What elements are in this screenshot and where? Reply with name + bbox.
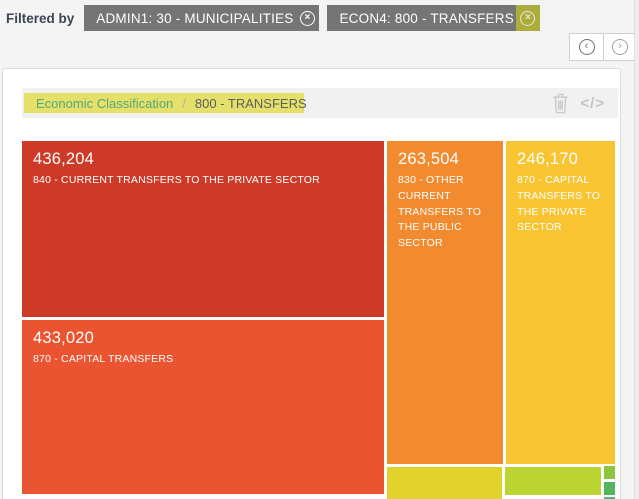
- scrollbar[interactable]: [634, 0, 639, 499]
- breadcrumb-separator: /: [182, 95, 186, 111]
- next-button[interactable]: ›: [603, 34, 636, 60]
- treemap-block-label: 830 - OTHER CURRENT TRANSFERS TO THE PUB…: [398, 174, 482, 249]
- close-icon: ×: [299, 10, 315, 26]
- treemap: 436,204 840 - CURRENT TRANSFERS TO THE P…: [22, 141, 616, 499]
- treemap-block-870-capital-transfers[interactable]: 433,020 870 - CAPITAL TRANSFERS: [22, 320, 384, 494]
- treemap-block-870-capital-transfers-private[interactable]: 246,170 870 - CAPITAL TRANSFERS TO THE P…: [506, 141, 615, 464]
- filter-chip-2[interactable]: ECON4: 800 - TRANSFERS ×: [327, 5, 540, 31]
- filter-chip-label: ADMIN1: 30 - MUNICIPALITIES: [96, 10, 294, 26]
- chevron-left-icon: ‹: [578, 39, 595, 55]
- treemap-block-value: 263,504: [398, 150, 460, 168]
- previous-button[interactable]: ‹: [570, 34, 603, 60]
- breadcrumb-root-link[interactable]: Economic Classification: [36, 95, 174, 111]
- embed-code-icon[interactable]: </>: [580, 94, 605, 112]
- treemap-block-840-current-transfers-private[interactable]: 436,204 840 - CURRENT TRANSFERS TO THE P…: [22, 141, 384, 317]
- treemap-block-small-block-1[interactable]: [387, 467, 502, 499]
- treemap-block-value: 436,204: [33, 150, 95, 168]
- filter-bar: Filtered by ADMIN1: 30 - MUNICIPALITIES …: [6, 5, 619, 31]
- chevron-right-icon: ›: [612, 39, 628, 55]
- trash-icon[interactable]: [551, 93, 570, 114]
- treemap-block-small-block-5[interactable]: [604, 497, 615, 499]
- treemap-block-value: 246,170: [517, 150, 579, 168]
- breadcrumb-current: 800 - TRANSFERS: [194, 95, 307, 111]
- breadcrumb-highlight: [24, 93, 304, 113]
- filter-chip-label: ECON4: 800 - TRANSFERS: [339, 10, 514, 26]
- treemap-block-label: 870 - CAPITAL TRANSFERS TO THE PRIVATE S…: [517, 174, 601, 234]
- remove-filter-button[interactable]: ×: [295, 5, 319, 31]
- breadcrumb-toolbar: </>: [551, 93, 605, 114]
- breadcrumb: Economic Classification / 800 - TRANSFER…: [22, 88, 618, 118]
- filter-chip-1[interactable]: ADMIN1: 30 - MUNICIPALITIES ×: [84, 5, 320, 31]
- close-icon: ×: [520, 10, 536, 26]
- treemap-block-small-block-2[interactable]: [505, 467, 601, 495]
- treemap-block-label: 870 - CAPITAL TRANSFERS: [33, 353, 174, 365]
- treemap-block-value: 433,020: [33, 329, 95, 347]
- treemap-block-830-other-current-transfers-public[interactable]: 263,504 830 - OTHER CURRENT TRANSFERS TO…: [387, 141, 503, 464]
- remove-filter-button[interactable]: ×: [515, 5, 540, 31]
- treemap-block-label: 840 - CURRENT TRANSFERS TO THE PRIVATE S…: [33, 174, 320, 186]
- visualization-panel: Economic Classification / 800 - TRANSFER…: [2, 68, 621, 499]
- filtered-by-label: Filtered by: [6, 10, 75, 26]
- pager: ‹ ›: [569, 33, 637, 61]
- treemap-block-small-block-3[interactable]: [604, 466, 615, 479]
- treemap-block-small-block-4[interactable]: [604, 482, 615, 495]
